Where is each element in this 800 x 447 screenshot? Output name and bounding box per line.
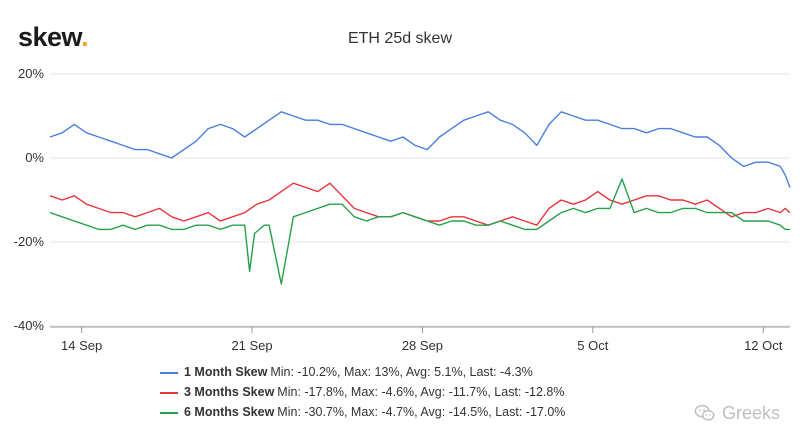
legend-swatch-3m — [160, 391, 178, 394]
legend-stats-3m: Min: -17.8%, Max: -4.6%, Avg: -11.7%, La… — [277, 385, 565, 399]
logo-dot: . — [81, 22, 89, 52]
legend-swatch-6m — [160, 411, 178, 414]
watermark-text: Greeks — [721, 402, 780, 423]
y-tick-label: 0% — [25, 150, 44, 165]
y-tick-label: -40% — [14, 318, 45, 333]
legend-stats-1m: Min: -10.2%, Max: 13%, Avg: 5.1%, Last: … — [270, 365, 533, 379]
wechat-icon — [694, 404, 715, 421]
y-tick-label: -20% — [14, 234, 45, 249]
x-tick-label: 5 Oct — [577, 338, 608, 353]
x-tick-label: 12 Oct — [744, 338, 783, 353]
series-line-1m — [49, 111, 791, 188]
y-tick-label: 20% — [18, 66, 44, 81]
skew-logo: skew. — [18, 22, 89, 53]
logo-text: skew — [18, 22, 82, 52]
legend-item-3m[interactable]: 3 Months Skew Min: -17.8%, Max: -4.6%, Av… — [160, 382, 565, 402]
x-tick-label: 28 Sep — [402, 338, 443, 353]
legend-name-6m: 6 Months Skew — [184, 405, 275, 419]
legend-item-1m[interactable]: 1 Month Skew Min: -10.2%, Max: 13%, Avg: … — [160, 362, 565, 382]
legend-stats-6m: Min: -30.7%, Max: -4.7%, Avg: -14.5%, La… — [277, 405, 566, 419]
legend-swatch-1m — [160, 371, 178, 374]
x-tick-label: 21 Sep — [231, 338, 272, 353]
legend-name-1m: 1 Month Skew — [184, 365, 268, 379]
legend-item-6m[interactable]: 6 Months Skew Min: -30.7%, Max: -4.7%, Av… — [160, 402, 565, 422]
legend-name-3m: 3 Months Skew — [184, 385, 275, 399]
x-tick-label: 14 Sep — [61, 338, 102, 353]
chart-title: ETH 25d skew — [347, 30, 453, 47]
chart-legend: 1 Month Skew Min: -10.2%, Max: 13%, Avg: … — [160, 362, 565, 422]
series-line-6m — [49, 178, 790, 285]
greeks-watermark: Greeks — [694, 402, 780, 424]
